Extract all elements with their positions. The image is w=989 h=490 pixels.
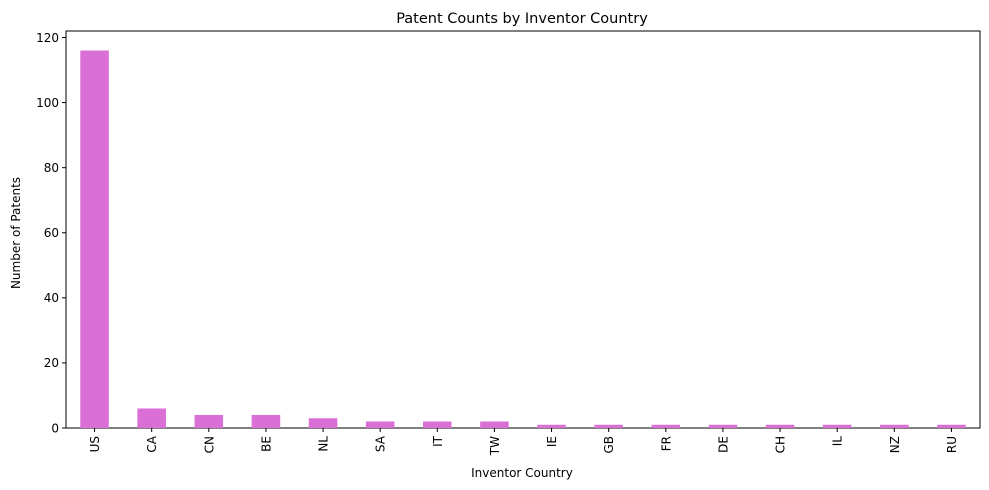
bar-gb <box>594 425 623 428</box>
x-tick-label-ca: CA <box>145 435 159 452</box>
y-axis-label: Number of Patents <box>9 177 23 289</box>
y-tick-label: 100 <box>36 96 59 110</box>
x-tick-label-nl: NL <box>317 436 331 452</box>
bar-fr <box>652 425 681 428</box>
x-tick-label-ie: IE <box>545 436 559 447</box>
y-tick-label: 60 <box>44 226 59 240</box>
x-axis-label: Inventor Country <box>471 466 573 480</box>
bar-be <box>252 415 281 428</box>
bar-ie <box>537 425 566 428</box>
bar-ru <box>937 425 966 428</box>
x-tick-label-gb: GB <box>602 436 616 454</box>
y-tick-label: 120 <box>36 31 59 45</box>
y-tick-label: 20 <box>44 356 59 370</box>
bar-de <box>709 425 738 428</box>
bar-ch <box>766 425 795 428</box>
y-tick-label: 80 <box>44 161 59 175</box>
x-tick-label-be: BE <box>259 436 273 452</box>
bar-nz <box>880 425 909 428</box>
bar-us <box>80 51 109 428</box>
x-tick-label-it: IT <box>431 435 445 447</box>
x-tick-label-sa: SA <box>374 435 388 452</box>
x-tick-label-fr: FR <box>659 436 673 451</box>
x-tick-label-tw: TW <box>488 436 502 456</box>
bar-ca <box>137 408 166 428</box>
bar-nl <box>309 418 338 428</box>
chart-title: Patent Counts by Inventor Country <box>396 11 648 27</box>
y-tick-label: 0 <box>51 421 59 435</box>
x-tick-label-us: US <box>88 436 102 452</box>
x-tick-label-nz: NZ <box>888 436 902 453</box>
x-tick-label-ru: RU <box>945 436 959 453</box>
x-tick-label-il: IL <box>831 436 845 447</box>
bar-sa <box>366 421 395 428</box>
x-tick-label-de: DE <box>716 436 730 453</box>
x-tick-label-cn: CN <box>202 436 216 453</box>
y-tick-label: 40 <box>44 291 59 305</box>
bar-it <box>423 421 452 428</box>
bar-cn <box>195 415 224 428</box>
x-tick-label-ch: CH <box>774 436 788 453</box>
bar-il <box>823 425 852 428</box>
bar-tw <box>480 421 509 428</box>
